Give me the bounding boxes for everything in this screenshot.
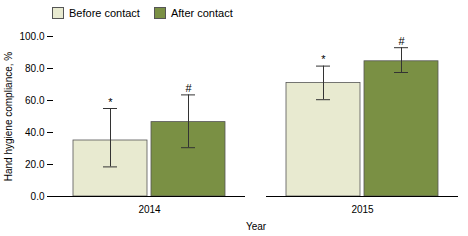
svg-text:2014: 2014 — [138, 204, 161, 215]
svg-text:2015: 2015 — [351, 204, 374, 215]
svg-text:#: # — [398, 35, 405, 47]
svg-text:40.0: 40.0 — [25, 127, 45, 138]
svg-text:100.0: 100.0 — [19, 31, 44, 42]
svg-text:80.0: 80.0 — [25, 63, 45, 74]
html-text:Before contact: Before contact — [69, 7, 140, 19]
svg-text:*: * — [321, 53, 326, 65]
svg-text:*: * — [108, 96, 113, 108]
svg-text:Hand hygiene compliance, %: Hand hygiene compliance, % — [3, 52, 14, 182]
svg-text:Year: Year — [246, 221, 267, 232]
html-text:After contact: After contact — [170, 7, 233, 19]
svg-text:60.0: 60.0 — [25, 95, 45, 106]
svg-text:20.0: 20.0 — [25, 159, 45, 170]
svg-text:0.0: 0.0 — [31, 191, 45, 202]
svg-text:#: # — [185, 82, 192, 94]
